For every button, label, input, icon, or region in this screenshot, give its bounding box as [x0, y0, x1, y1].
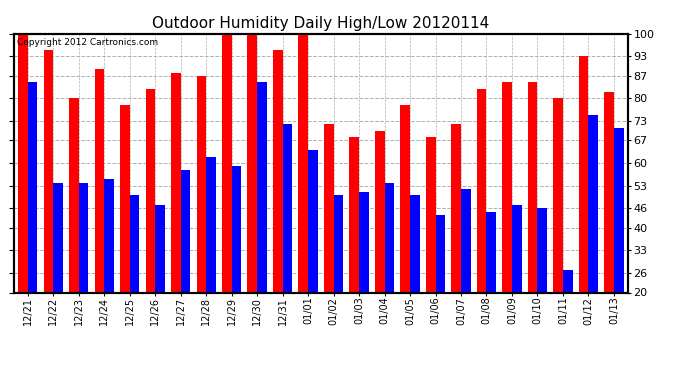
Bar [538, 209, 547, 357]
Bar [477, 89, 486, 357]
Bar [18, 34, 28, 357]
Bar [614, 128, 624, 357]
Bar [375, 131, 384, 357]
Bar [273, 50, 283, 357]
Bar [197, 76, 206, 357]
Bar [359, 192, 368, 357]
Bar [502, 82, 512, 357]
Bar [384, 183, 394, 357]
Text: Copyright 2012 Cartronics.com: Copyright 2012 Cartronics.com [17, 38, 158, 46]
Bar [579, 56, 589, 357]
Bar [155, 205, 165, 357]
Bar [512, 205, 522, 357]
Bar [222, 34, 232, 357]
Bar [486, 211, 496, 357]
Bar [299, 34, 308, 357]
Title: Outdoor Humidity Daily High/Low 20120114: Outdoor Humidity Daily High/Low 20120114 [152, 16, 489, 31]
Bar [206, 157, 216, 357]
Bar [79, 183, 88, 357]
Bar [589, 115, 598, 357]
Bar [324, 124, 333, 357]
Bar [283, 124, 293, 357]
Bar [451, 124, 461, 357]
Bar [28, 82, 37, 357]
Bar [400, 105, 410, 357]
Bar [563, 270, 573, 357]
Bar [461, 189, 471, 357]
Bar [120, 105, 130, 357]
Bar [130, 195, 139, 357]
Bar [181, 170, 190, 357]
Bar [333, 195, 343, 357]
Bar [232, 166, 241, 357]
Bar [257, 82, 267, 357]
Bar [410, 195, 420, 357]
Bar [553, 99, 563, 357]
Bar [435, 215, 445, 357]
Bar [53, 183, 63, 357]
Bar [43, 50, 53, 357]
Bar [308, 150, 318, 357]
Bar [248, 34, 257, 357]
Bar [171, 73, 181, 357]
Bar [528, 82, 538, 357]
Bar [349, 137, 359, 357]
Bar [95, 69, 104, 357]
Bar [104, 179, 114, 357]
Bar [604, 92, 614, 357]
Bar [69, 99, 79, 357]
Bar [146, 89, 155, 357]
Bar [426, 137, 435, 357]
